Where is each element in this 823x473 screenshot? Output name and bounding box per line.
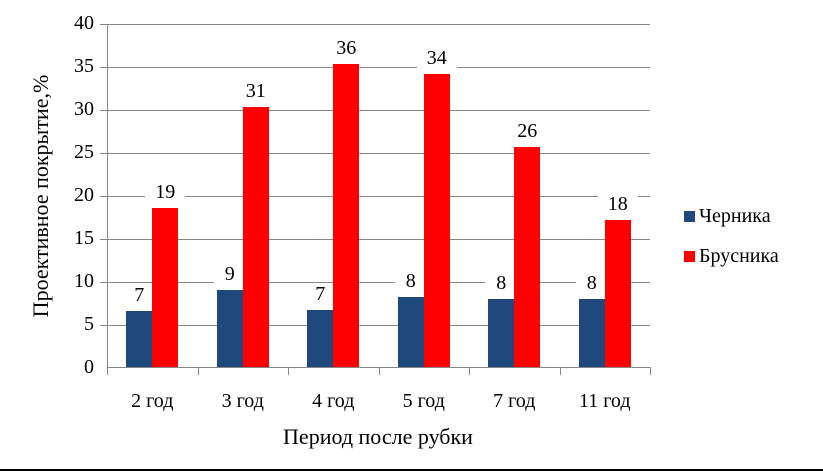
legend-item: Брусника bbox=[684, 245, 779, 267]
x-axis-line bbox=[107, 367, 650, 368]
bar-brusnika bbox=[514, 146, 541, 368]
data-label: 34 bbox=[416, 46, 457, 69]
x-tick-label: 7 год bbox=[493, 390, 536, 412]
bottom-rule bbox=[0, 469, 823, 471]
x-tick-mark bbox=[469, 367, 470, 375]
gridline bbox=[100, 196, 650, 197]
data-label: 31 bbox=[235, 79, 276, 102]
gridline bbox=[100, 67, 650, 68]
x-tick-mark bbox=[107, 367, 108, 375]
data-label: 7 bbox=[304, 283, 337, 306]
data-label: 8 bbox=[394, 270, 427, 293]
y-tick-label: 30 bbox=[74, 98, 94, 120]
x-tick-label: 11 год bbox=[578, 390, 631, 412]
data-label: 36 bbox=[326, 37, 367, 60]
bar-chernika bbox=[578, 299, 605, 368]
bar-brusnika bbox=[333, 64, 360, 368]
gridline bbox=[100, 110, 650, 111]
y-axis-title: Проективное покрытие,% bbox=[28, 74, 53, 318]
gridline bbox=[100, 153, 650, 154]
gridline bbox=[100, 282, 650, 283]
x-tick-label: 3 год bbox=[221, 390, 264, 412]
bar-chernika bbox=[216, 289, 243, 368]
bar-brusnika bbox=[242, 106, 269, 368]
bar-brusnika bbox=[604, 220, 631, 368]
legend-item: Черника bbox=[684, 205, 771, 227]
legend-label: Черника bbox=[699, 205, 771, 227]
y-tick-label: 15 bbox=[74, 227, 94, 249]
x-tick-label: 4 год bbox=[312, 390, 355, 412]
data-label: 8 bbox=[575, 272, 608, 295]
y-tick-label: 40 bbox=[74, 12, 94, 34]
gridline bbox=[100, 239, 650, 240]
y-tick-label: 25 bbox=[74, 141, 94, 163]
bar-chernika bbox=[488, 299, 515, 368]
x-tick-mark bbox=[378, 367, 380, 375]
legend-swatch bbox=[684, 250, 695, 262]
data-label: 7 bbox=[123, 284, 156, 307]
data-label: 19 bbox=[145, 181, 186, 204]
bar-chernika bbox=[397, 297, 424, 368]
y-axis-line bbox=[107, 24, 108, 368]
legend-swatch bbox=[684, 210, 695, 222]
x-tick-label: 2 год bbox=[131, 390, 174, 412]
bar-brusnika bbox=[152, 208, 179, 368]
y-tick-label: 10 bbox=[74, 270, 94, 292]
gridline bbox=[100, 325, 650, 326]
x-tick-label: 5 год bbox=[402, 390, 445, 412]
bar-brusnika bbox=[423, 73, 450, 368]
x-tick-mark bbox=[197, 367, 199, 375]
x-tick-mark bbox=[559, 367, 561, 375]
y-tick-label: 20 bbox=[74, 184, 94, 206]
bar-chernika bbox=[307, 310, 334, 368]
bar-chernika bbox=[126, 311, 153, 368]
data-label: 8 bbox=[485, 272, 518, 295]
y-tick-label: 35 bbox=[74, 55, 94, 77]
data-label: 9 bbox=[213, 262, 246, 285]
data-label: 26 bbox=[507, 119, 548, 142]
gridline bbox=[100, 24, 650, 25]
x-axis-title: Период после рубки bbox=[283, 424, 473, 449]
x-tick-mark bbox=[288, 367, 289, 375]
legend-label: Брусника bbox=[699, 245, 779, 267]
y-tick-label: 0 bbox=[84, 356, 94, 378]
y-tick-label: 5 bbox=[84, 313, 94, 335]
x-tick-mark bbox=[650, 367, 651, 375]
data-label: 18 bbox=[597, 193, 638, 216]
